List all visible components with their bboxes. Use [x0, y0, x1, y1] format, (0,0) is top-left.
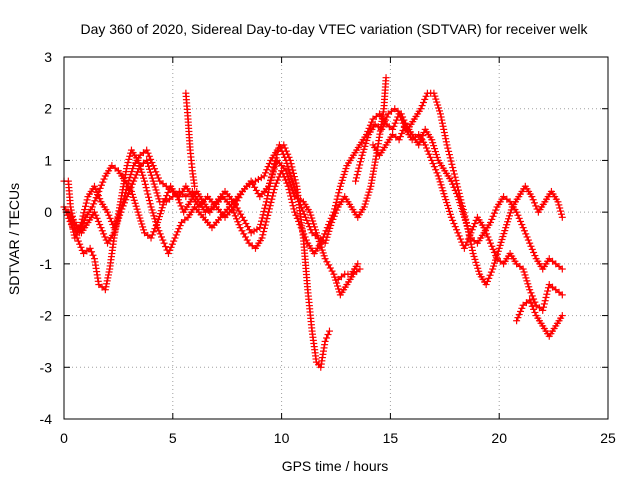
axis-ticks — [63, 56, 609, 420]
x-tick-label: 10 — [274, 430, 290, 446]
x-axis-label: GPS time / hours — [282, 458, 389, 474]
y-tick-label: -2 — [40, 308, 53, 324]
series-trace-4 — [64, 110, 566, 314]
y-tick-label: -1 — [40, 256, 53, 272]
series-trace-1 — [60, 141, 333, 371]
y-tick-label: 0 — [44, 204, 52, 220]
y-tick-label: 2 — [44, 101, 52, 117]
y-tick-label: -4 — [40, 411, 53, 427]
x-tick-label: 5 — [169, 430, 177, 446]
series-line — [65, 77, 387, 245]
series-trace-9 — [334, 260, 362, 283]
series-trace-7 — [513, 296, 566, 340]
y-axis-label: SDTVAR / TECUs — [6, 183, 22, 295]
y-tick-label: -3 — [40, 359, 53, 375]
x-tick-label: 25 — [600, 430, 616, 446]
data-series — [60, 74, 566, 371]
series-trace-8 — [182, 89, 199, 190]
x-tick-label: 15 — [383, 430, 399, 446]
tick-labels: 0 5 10 15 20 25 -4 -3 -2 -1 0 1 2 3 — [40, 49, 616, 446]
chart-title: Day 360 of 2020, Sidereal Day-to-day VTE… — [80, 21, 588, 37]
y-tick-label: 3 — [44, 49, 52, 65]
series-trace-2 — [60, 146, 364, 299]
y-tick-label: 1 — [44, 152, 52, 168]
series-trace-6 — [369, 120, 566, 273]
grid-lines — [64, 57, 608, 419]
x-tick-label: 20 — [491, 430, 507, 446]
plot-frame — [63, 56, 609, 420]
x-tick-label: 0 — [60, 430, 68, 446]
